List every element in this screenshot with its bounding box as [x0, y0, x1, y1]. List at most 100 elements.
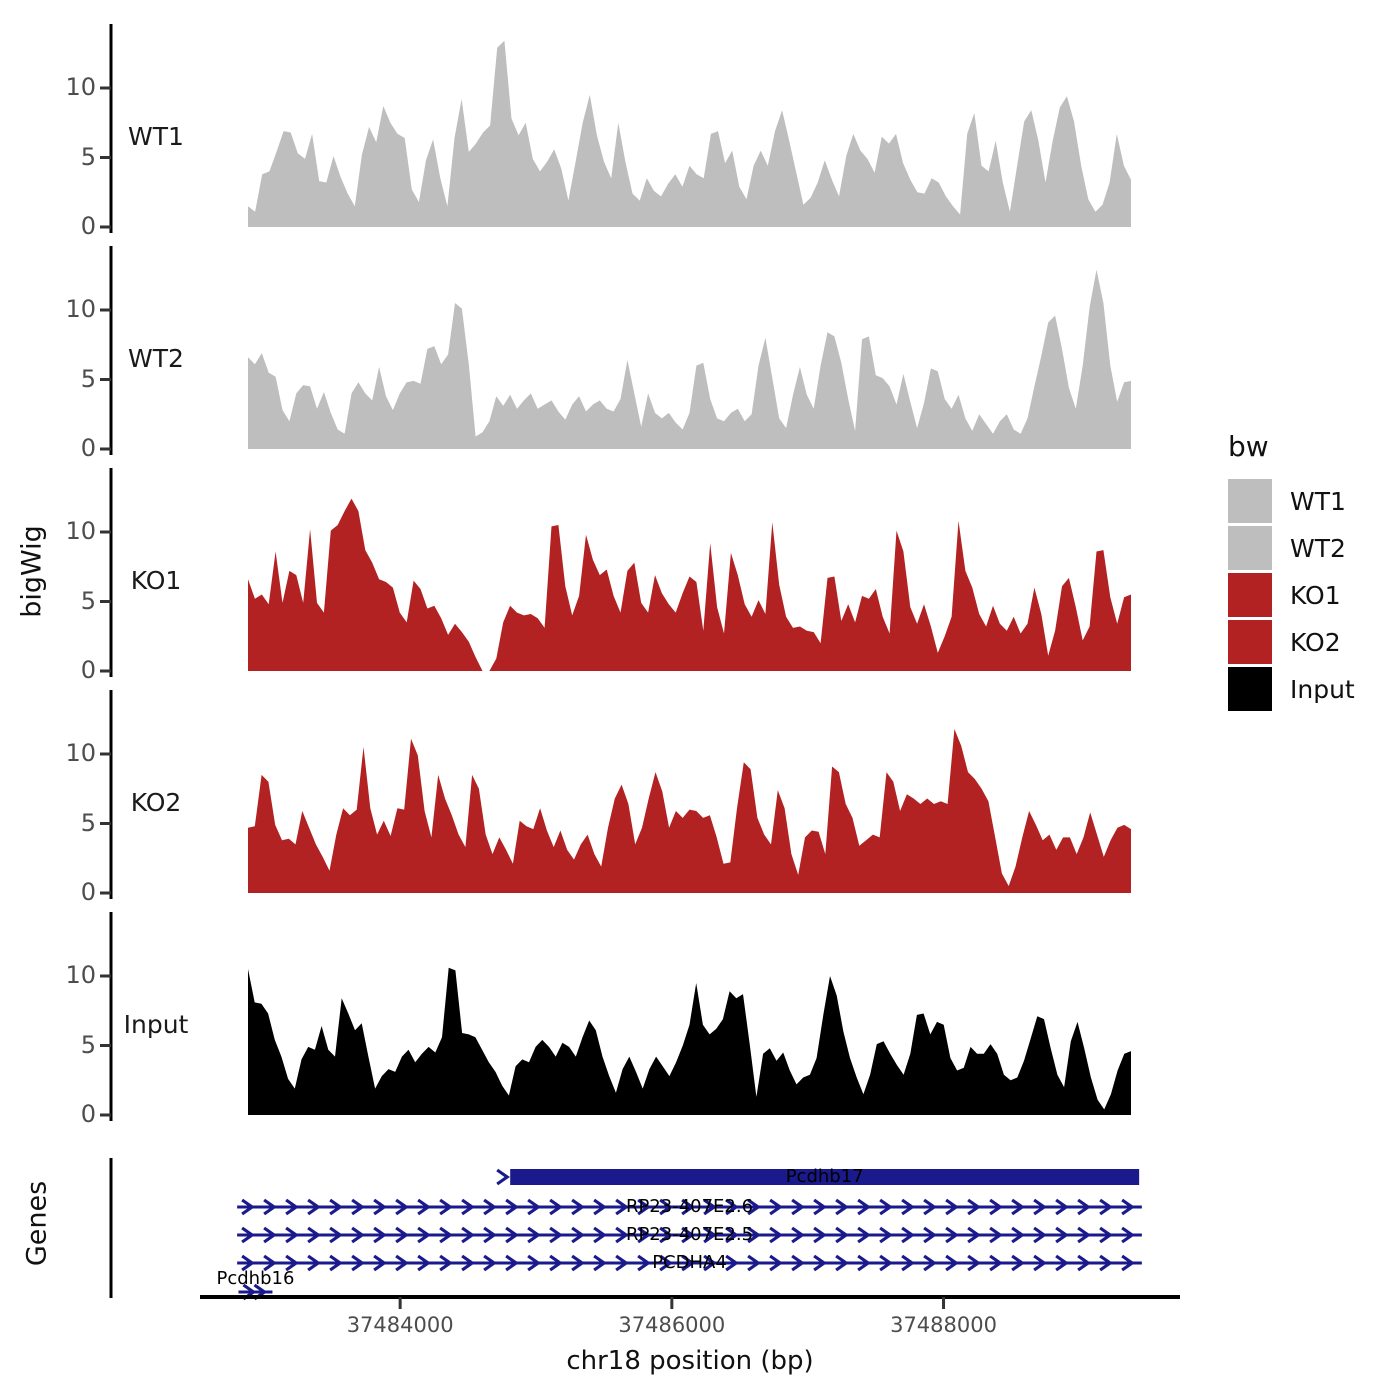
strand-arrow-icon: [351, 1254, 365, 1272]
legend-swatch-Input: [1228, 667, 1272, 711]
strand-arrow-icon: [307, 1226, 321, 1244]
transcript-Pcdhb17: [496, 1168, 1140, 1186]
strand-arrow-icon: [1011, 1254, 1025, 1272]
strand-arrow-icon: [1077, 1198, 1091, 1216]
gene-label-RP23-407E2.5: RP23-407E2.5: [625, 1224, 754, 1245]
gene-label-PCDHA4: PCDHA4: [652, 1252, 727, 1273]
strand-arrow-icon: [483, 1254, 497, 1272]
legend-swatch-WT2: [1228, 526, 1272, 570]
strand-arrow-icon: [967, 1226, 981, 1244]
legend-item-Input: Input: [1228, 667, 1398, 711]
strand-arrow-icon: [527, 1198, 541, 1216]
strand-arrow-icon: [769, 1226, 783, 1244]
strand-arrow-icon: [1055, 1198, 1069, 1216]
strand-arrow-icon: [263, 1198, 277, 1216]
y-tick-label-Input-5: 5: [80, 1030, 96, 1059]
strand-arrow-icon: [879, 1226, 893, 1244]
strand-arrow-icon: [681, 1226, 695, 1244]
legend-swatch-KO1: [1228, 573, 1272, 617]
strand-arrow-icon: [879, 1254, 893, 1272]
strand-arrow-icon: [1011, 1226, 1025, 1244]
strand-arrow-icon: [945, 1254, 959, 1272]
strand-arrow-icon: [1055, 1254, 1069, 1272]
legend-item-KO1: KO1: [1228, 573, 1398, 617]
strand-arrow-icon: [351, 1226, 365, 1244]
y-tick-label-KO2-0: 0: [80, 878, 96, 906]
strand-arrow-icon: [549, 1226, 563, 1244]
strand-arrow-icon: [483, 1226, 497, 1244]
strand-arrow-icon: [747, 1254, 761, 1272]
strand-arrow-icon: [395, 1254, 409, 1272]
x-axis-title: chr18 position (bp): [566, 1346, 814, 1376]
strand-arrow-icon: [1033, 1254, 1047, 1272]
y-tick-label-KO1-0: 0: [80, 656, 96, 684]
strand-arrow-icon: [241, 1226, 255, 1244]
transcript-RP23-407E2.6: [237, 1198, 1142, 1216]
strand-arrow-icon: [395, 1198, 409, 1216]
genes-axis-title: Genes: [21, 1180, 53, 1267]
gene-label-Pcdhb16: Pcdhb16: [216, 1268, 295, 1289]
legend-label-Input: Input: [1290, 674, 1355, 704]
strand-arrow-icon: [439, 1198, 453, 1216]
x-tick-label-37484000: 37484000: [346, 1313, 454, 1337]
strand-arrow-icon: [615, 1198, 629, 1216]
track-area-KO2: [248, 729, 1131, 893]
legend-swatch-WT1: [1228, 479, 1272, 523]
strand-arrow-icon: [1077, 1254, 1091, 1272]
strand-arrow-icon: [505, 1254, 519, 1272]
y-tick-label-WT1-5: 5: [80, 142, 96, 171]
legend-label-WT1: WT1: [1290, 486, 1346, 516]
strand-arrow-icon: [945, 1226, 959, 1244]
strand-arrow-icon: [1099, 1198, 1113, 1216]
strand-arrow-icon: [461, 1226, 475, 1244]
strand-arrow-icon: [615, 1254, 629, 1272]
legend-items: WT1 WT2 KO1 KO2 Input: [1228, 479, 1398, 711]
track-area-WT1: [248, 40, 1131, 228]
strand-arrow-icon: [505, 1226, 519, 1244]
gene-bar: [510, 1169, 1140, 1185]
strand-arrow-icon: [637, 1254, 651, 1272]
strand-arrow-icon: [351, 1198, 365, 1216]
track-panel-KO2: [100, 690, 1131, 899]
strand-arrow-icon: [769, 1254, 783, 1272]
strand-arrow-icon: [483, 1198, 497, 1216]
track-area-KO1: [248, 498, 1131, 671]
y-tick-label-KO2-10: 10: [65, 739, 96, 767]
legend-item-KO2: KO2: [1228, 620, 1398, 664]
y-tick-label-Input-0: 0: [80, 1100, 96, 1128]
strand-arrow-icon: [241, 1198, 255, 1216]
strand-arrow-icon: [1121, 1198, 1135, 1216]
legend-label-KO2: KO2: [1290, 627, 1341, 657]
y-tick-label-Input-10: 10: [65, 961, 96, 989]
strand-arrow-icon: [505, 1198, 519, 1216]
track-panel-KO1: [100, 468, 1131, 677]
strand-arrow-icon: [857, 1198, 871, 1216]
strand-arrow-icon: [417, 1226, 431, 1244]
y-tick-label-KO1-5: 5: [80, 586, 96, 615]
strand-arrow-icon: [1055, 1226, 1069, 1244]
strand-arrow-icon: [527, 1226, 541, 1244]
strand-arrow-icon: [329, 1226, 343, 1244]
track-label-KO2: KO2: [130, 788, 182, 817]
strand-arrow-icon: [923, 1254, 937, 1272]
track-panel-WT2: [100, 246, 1131, 455]
strand-arrow-icon: [1033, 1226, 1047, 1244]
strand-arrow-icon: [879, 1198, 893, 1216]
strand-arrow-icon: [496, 1168, 510, 1186]
track-label-Input: Input: [123, 1010, 189, 1039]
strand-arrow-icon: [901, 1198, 915, 1216]
strand-arrow-icon: [769, 1198, 783, 1216]
strand-arrow-icon: [967, 1198, 981, 1216]
strand-arrow-icon: [395, 1226, 409, 1244]
strand-arrow-icon: [307, 1198, 321, 1216]
strand-arrow-icon: [637, 1226, 651, 1244]
y-tick-label-WT2-5: 5: [80, 364, 96, 393]
strand-arrow-icon: [373, 1254, 387, 1272]
legend-label-WT2: WT2: [1290, 533, 1346, 563]
track-label-KO1: KO1: [130, 566, 182, 595]
strand-arrow-icon: [835, 1198, 849, 1216]
strand-arrow-icon: [329, 1198, 343, 1216]
legend: bw WT1 WT2 KO1 KO2 Input: [1228, 430, 1398, 714]
strand-arrow-icon: [703, 1198, 717, 1216]
strand-arrow-icon: [1011, 1198, 1025, 1216]
